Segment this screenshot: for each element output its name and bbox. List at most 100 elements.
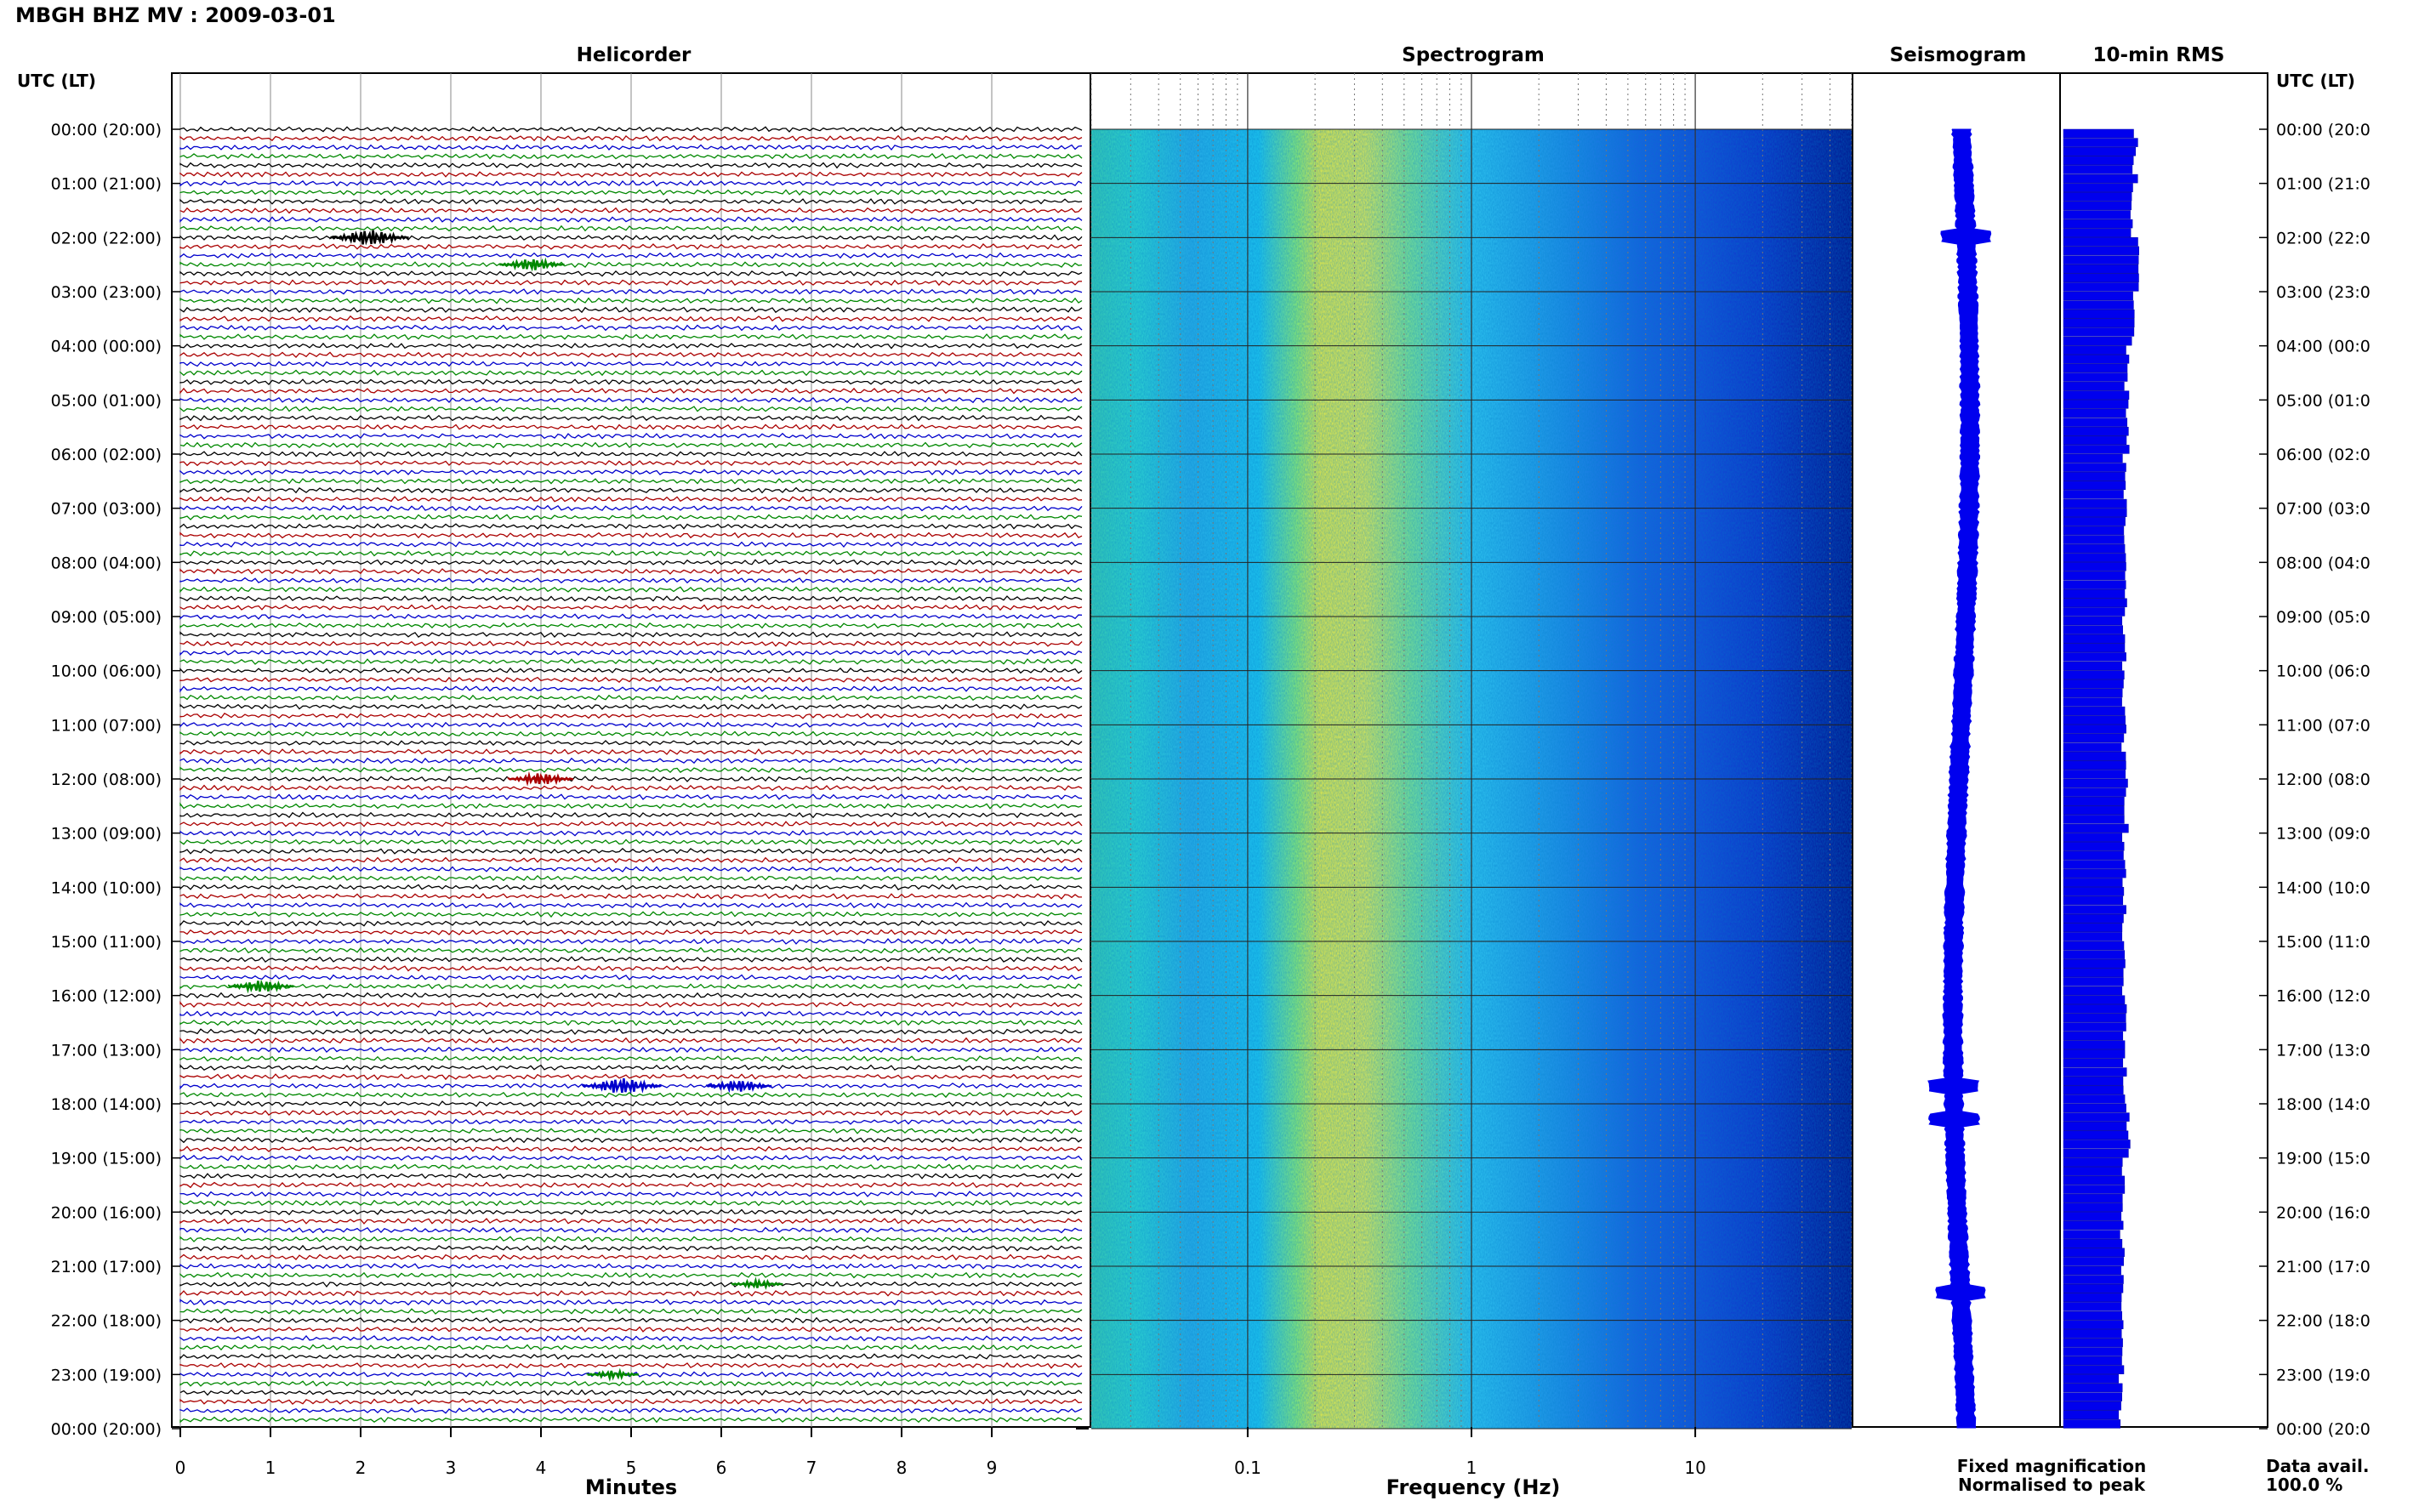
hour-label-left: 17:00 (13:00) [51,1041,162,1060]
rms-bar [2063,138,2138,147]
rms-bar [2063,1140,2131,1149]
rms-bar [2063,453,2123,463]
rms-bar [2063,562,2126,571]
helicorder-trace-line [179,523,1083,530]
hour-label-left: 03:00 (23:00) [51,283,162,302]
rms-bar [2063,381,2125,391]
helicorder-x-tick-label: 6 [716,1458,727,1478]
rms-bar [2063,688,2123,698]
helicorder-trace-line [179,1244,1083,1252]
hour-label-left: 04:00 (00:00) [51,338,162,356]
hour-label-right: 16:00 (12:0 [2276,987,2371,1006]
hour-label-left: 06:00 (02:00) [51,446,162,464]
rms-bar [2063,607,2126,617]
rms-bar [2063,418,2128,427]
hour-label-left: 07:00 (03:00) [51,500,162,519]
rms-bar [2063,543,2126,554]
helicorder-trace-line [179,171,1083,178]
rms-bar [2063,146,2137,156]
rms-bar [2063,868,2126,878]
rms-bar [2063,733,2125,743]
helicorder-trace-line [179,1100,1083,1107]
rms-bar [2063,950,2126,959]
helicorder-trace-line [179,1136,1083,1144]
helicorder-trace-line [179,559,1083,566]
rms-bar [2063,977,2124,986]
helicorder-trace-line [179,884,1083,891]
helicorder-trace-line [179,721,1083,729]
rms-bar [2063,1185,2126,1194]
hour-label-left: 23:00 (19:00) [51,1366,162,1384]
hour-label-right: 21:00 (17:0 [2276,1258,2371,1276]
hour-label-left: 13:00 (09:00) [51,825,162,844]
rms-bar [2063,796,2125,806]
helicorder-trace-line [179,324,1083,332]
helicorder-trace-line [179,1028,1083,1036]
rms-bar [2063,742,2122,752]
helicorder-event [582,1078,662,1094]
rms-bar [2063,1347,2123,1356]
helicorder-trace-line [179,893,1083,900]
rms-bar [2063,815,2125,824]
helicorder-trace-line [179,441,1083,449]
helicorder-trace-line [179,1271,1083,1279]
helicorder-trace-line [179,198,1083,205]
hour-labels-right: 00:00 (20:0 01:00 (21:0 02:00 (22:0 03:00 (… [2259,121,2371,1439]
helicorder-trace-line [179,838,1083,846]
rms-bar [2063,471,2126,481]
helicorder-trace-line [179,866,1083,873]
hour-label-left: 01:00 (21:00) [51,175,162,194]
helicorder-trace-line [179,1000,1083,1009]
rms-bar [2063,1329,2122,1339]
helicorder-trace-line [179,414,1083,422]
rms-bar [2063,1202,2123,1212]
helicorder-trace-line [179,1218,1083,1225]
legend-normalised-to-peak: Normalised to peak [1958,1475,2146,1495]
rms-bar [2063,860,2126,869]
rms-bar [2063,490,2124,499]
hour-label-right: 11:00 (07:0 [2276,716,2371,735]
rms-panel [2059,72,2268,1429]
helicorder-trace-line [179,1118,1083,1125]
hour-label-left: 11:00 (07:00) [51,716,162,735]
rms-bar [2063,652,2126,662]
spectrogram-x-ticks: 0.1 1 10 [1234,1427,1706,1478]
rms-bar [2063,445,2130,454]
helicorder-trace-line [179,1009,1083,1017]
helicorder-trace-line [179,144,1083,151]
helicorder-trace-line [179,541,1083,549]
helicorder-trace-line [179,784,1083,792]
helicorder-trace-line [179,586,1083,594]
rms-bar [2063,553,2126,562]
helicorder-trace-line [179,1128,1083,1134]
rms-bar [2063,842,2125,851]
rms-bar [2063,1013,2126,1023]
rms-bar [2063,1112,2130,1122]
rms-bar [2063,192,2132,202]
hour-labels-left: 00:00 (20:00) 01:00 (21:00) 02:00 (22:00) 0… [51,121,180,1439]
rms-bar [2063,273,2139,283]
helicorder-trace-line [179,983,1083,990]
helicorder-trace-line [179,315,1083,322]
helicorder-trace-line [179,1019,1083,1026]
rms-bar [2063,255,2139,264]
rms-bar [2063,1265,2121,1276]
rms-bar [2063,1193,2123,1203]
helicorder-trace-line [179,378,1083,386]
rms-bar [2063,1130,2129,1140]
helicorder-x-tick-label: 8 [896,1458,908,1478]
helicorder-trace-line [179,713,1083,719]
helicorder-trace-line [179,1281,1083,1288]
helicorder-trace-line [179,459,1083,467]
spectrogram-title: Spectrogram [1402,44,1545,66]
helicorder-trace-line [179,757,1083,765]
rms-bar [2063,426,2129,436]
helicorder-trace-line [179,432,1083,440]
data-avail-label: Data avail. [2266,1456,2369,1476]
rms-bar [2063,616,2123,626]
helicorder-trace-line [179,1109,1083,1117]
rms-bar [2063,1310,2122,1321]
helicorder-trace-line [179,938,1083,945]
hour-label-right: 10:00 (06:0 [2276,662,2371,681]
hour-label-left: 21:00 (17:00) [51,1258,162,1276]
